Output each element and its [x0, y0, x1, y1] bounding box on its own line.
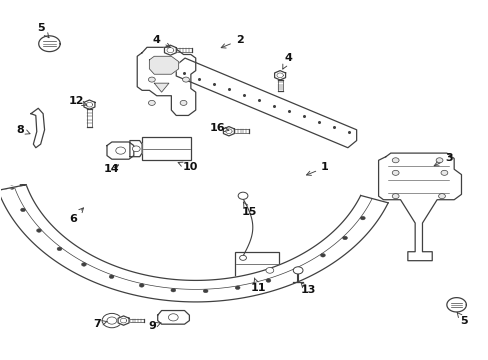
Text: 14: 14	[104, 164, 120, 174]
Circle shape	[435, 158, 442, 163]
Text: 4: 4	[152, 35, 170, 48]
Text: 9: 9	[147, 321, 161, 331]
Text: 6: 6	[69, 208, 83, 224]
Text: 16: 16	[209, 123, 228, 133]
Polygon shape	[158, 311, 189, 324]
Circle shape	[294, 268, 299, 271]
Text: 8: 8	[16, 125, 30, 135]
Circle shape	[391, 170, 398, 175]
Polygon shape	[130, 140, 142, 157]
Circle shape	[102, 314, 122, 328]
Polygon shape	[274, 71, 285, 80]
Circle shape	[182, 77, 189, 82]
Text: 3: 3	[433, 153, 452, 166]
Text: 4: 4	[282, 53, 292, 69]
Circle shape	[139, 284, 144, 287]
Circle shape	[132, 146, 140, 152]
Text: 10: 10	[178, 162, 197, 172]
Circle shape	[180, 100, 186, 105]
Circle shape	[438, 194, 445, 199]
FancyBboxPatch shape	[234, 252, 278, 277]
Polygon shape	[223, 127, 234, 136]
Polygon shape	[137, 47, 195, 116]
Polygon shape	[31, 108, 44, 148]
Circle shape	[320, 253, 325, 257]
Circle shape	[170, 288, 175, 292]
Circle shape	[148, 77, 155, 82]
Polygon shape	[149, 56, 178, 74]
Circle shape	[293, 267, 303, 274]
Circle shape	[360, 216, 365, 220]
Circle shape	[265, 267, 273, 273]
Circle shape	[203, 289, 208, 293]
Circle shape	[168, 314, 178, 321]
Polygon shape	[446, 298, 466, 312]
Circle shape	[235, 286, 240, 289]
Circle shape	[440, 170, 447, 175]
Polygon shape	[378, 153, 461, 261]
Circle shape	[81, 263, 86, 266]
Circle shape	[109, 275, 114, 279]
Circle shape	[148, 100, 155, 105]
Text: 11: 11	[250, 278, 265, 293]
Polygon shape	[107, 142, 134, 159]
Circle shape	[116, 147, 125, 154]
Circle shape	[10, 186, 15, 189]
Text: 12: 12	[68, 96, 87, 106]
Circle shape	[391, 194, 398, 199]
Circle shape	[391, 158, 398, 163]
Polygon shape	[39, 36, 60, 51]
Polygon shape	[84, 100, 95, 109]
Circle shape	[238, 192, 247, 199]
Polygon shape	[0, 185, 26, 190]
Circle shape	[239, 255, 246, 260]
Circle shape	[37, 229, 41, 232]
Text: 1: 1	[306, 162, 328, 175]
Polygon shape	[118, 316, 129, 325]
Polygon shape	[154, 83, 168, 92]
Circle shape	[57, 247, 62, 251]
Text: 13: 13	[300, 283, 315, 296]
Circle shape	[342, 236, 347, 240]
Text: 5: 5	[37, 23, 49, 38]
Polygon shape	[176, 58, 356, 148]
Circle shape	[265, 279, 270, 282]
Circle shape	[20, 208, 25, 212]
Text: 15: 15	[241, 202, 257, 217]
Text: 2: 2	[221, 35, 243, 48]
Text: 7: 7	[93, 319, 107, 329]
Text: 5: 5	[456, 312, 467, 325]
FancyBboxPatch shape	[142, 137, 190, 160]
Polygon shape	[0, 185, 387, 302]
Polygon shape	[164, 45, 176, 55]
